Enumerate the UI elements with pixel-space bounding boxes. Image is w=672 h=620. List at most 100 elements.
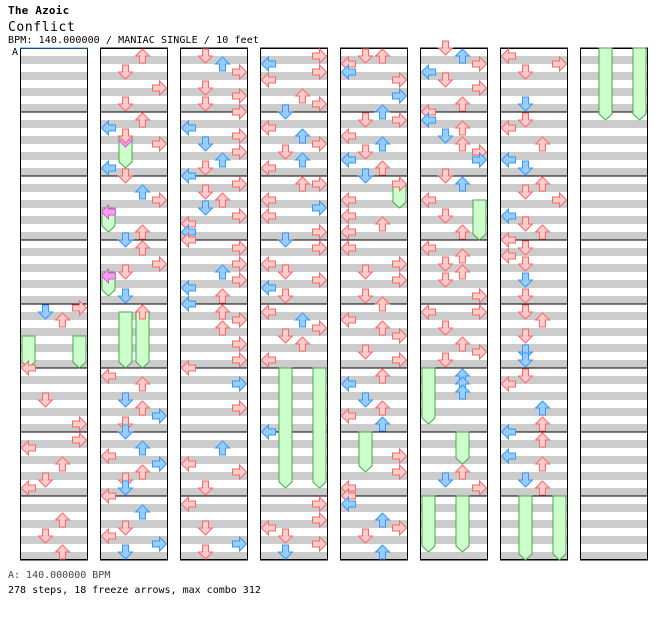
arrow-up-icon bbox=[534, 400, 551, 416]
stripe-light bbox=[420, 480, 488, 488]
arrow-down-icon bbox=[197, 136, 214, 152]
stripe-dark bbox=[260, 312, 328, 320]
stripe-light bbox=[420, 512, 488, 520]
arrow-up-icon bbox=[534, 312, 551, 328]
stripe-light bbox=[100, 352, 168, 360]
stripe-dark bbox=[100, 552, 168, 560]
arrow-down-icon bbox=[517, 328, 534, 344]
stripe-light bbox=[180, 320, 248, 328]
stripe-light bbox=[420, 128, 488, 136]
stripe-light bbox=[420, 384, 488, 392]
stripe-light bbox=[260, 512, 328, 520]
stripe-dark bbox=[20, 536, 88, 544]
stripe-light bbox=[100, 208, 168, 216]
stripe-dark bbox=[420, 472, 488, 480]
arrow-right-icon bbox=[392, 71, 408, 89]
stripe-light bbox=[260, 208, 328, 216]
stripe-light bbox=[580, 320, 648, 328]
arrow-up-icon bbox=[534, 456, 551, 472]
arrow-right-icon bbox=[152, 135, 168, 153]
stripe-light bbox=[340, 64, 408, 72]
arrow-right-icon bbox=[392, 87, 408, 105]
stripe-light bbox=[260, 400, 328, 408]
stripe-dark bbox=[340, 248, 408, 256]
stripe-dark bbox=[420, 264, 488, 272]
stripe-dark bbox=[500, 248, 568, 256]
arrow-up-icon bbox=[454, 336, 471, 352]
stripe-light bbox=[180, 224, 248, 232]
stripe-light bbox=[500, 288, 568, 296]
stripe-dark bbox=[180, 72, 248, 80]
arrow-left-icon bbox=[100, 527, 116, 545]
arrow-down-icon bbox=[197, 200, 214, 216]
step-chart bbox=[20, 40, 648, 561]
stripe-light bbox=[20, 288, 88, 296]
stripe-dark bbox=[500, 120, 568, 128]
stripe-dark bbox=[180, 552, 248, 560]
arrow-right-icon bbox=[312, 223, 328, 241]
freeze-arrow-right bbox=[472, 199, 487, 241]
stripe-dark bbox=[420, 72, 488, 80]
arrow-down-icon bbox=[197, 96, 214, 112]
arrow-right-icon bbox=[232, 271, 248, 289]
arrow-up-icon bbox=[134, 440, 151, 456]
stripe-light bbox=[500, 96, 568, 104]
stripe-light bbox=[100, 496, 168, 504]
arrow-down-icon bbox=[117, 520, 134, 536]
stripe-dark bbox=[260, 168, 328, 176]
arrow-down-icon bbox=[357, 344, 374, 360]
arrow-left-icon bbox=[180, 119, 196, 137]
stripe-dark bbox=[500, 360, 568, 368]
arrow-down-icon bbox=[357, 392, 374, 408]
arrow-up-icon bbox=[54, 544, 71, 560]
arrow-left-icon bbox=[260, 71, 276, 89]
stripe-dark bbox=[260, 456, 328, 464]
stripe-dark bbox=[20, 520, 88, 528]
stripe-dark bbox=[340, 184, 408, 192]
arrow-right-icon bbox=[312, 135, 328, 153]
stripe-light bbox=[580, 336, 648, 344]
stripe-light bbox=[260, 240, 328, 248]
stripe-dark bbox=[260, 88, 328, 96]
stripe-dark bbox=[420, 168, 488, 176]
arrow-up-icon bbox=[214, 304, 231, 320]
column-frame bbox=[180, 48, 248, 560]
arrow-down-icon bbox=[437, 208, 454, 224]
stripe-dark bbox=[420, 120, 488, 128]
arrow-down-icon bbox=[437, 352, 454, 368]
stripe-light bbox=[260, 384, 328, 392]
arrow-right-icon bbox=[392, 351, 408, 369]
stripe-dark bbox=[500, 424, 568, 432]
stripe-light bbox=[420, 448, 488, 456]
arrow-left-icon bbox=[340, 239, 356, 257]
stripe-dark bbox=[100, 424, 168, 432]
arrow-up-icon bbox=[214, 288, 231, 304]
stripe-light bbox=[500, 192, 568, 200]
arrow-up-icon bbox=[134, 304, 151, 320]
arrow-left-icon bbox=[500, 231, 516, 249]
arrow-right-icon bbox=[312, 319, 328, 337]
stripe-dark bbox=[260, 488, 328, 496]
stripe-dark bbox=[500, 232, 568, 240]
stripe-light bbox=[580, 224, 648, 232]
arrow-down-icon bbox=[277, 544, 294, 560]
stripe-light bbox=[500, 304, 568, 312]
stripe-dark bbox=[180, 536, 248, 544]
arrow-up-icon bbox=[374, 320, 391, 336]
stripe-light bbox=[20, 336, 88, 344]
stripe-dark bbox=[500, 328, 568, 336]
arrow-left-icon bbox=[500, 423, 516, 441]
stripe-dark bbox=[100, 72, 168, 80]
stripe-light bbox=[580, 496, 648, 504]
arrow-left-icon bbox=[180, 231, 196, 249]
arrow-left-icon bbox=[500, 447, 516, 465]
arrow-up-icon bbox=[374, 136, 391, 152]
arrow-up-icon bbox=[54, 456, 71, 472]
stripe-light bbox=[100, 448, 168, 456]
stripe-dark bbox=[100, 312, 168, 320]
stripe-dark bbox=[580, 200, 648, 208]
stripe-dark bbox=[500, 280, 568, 288]
stripe-dark bbox=[420, 376, 488, 384]
arrow-left-icon bbox=[420, 239, 436, 257]
stripe-light bbox=[420, 272, 488, 280]
